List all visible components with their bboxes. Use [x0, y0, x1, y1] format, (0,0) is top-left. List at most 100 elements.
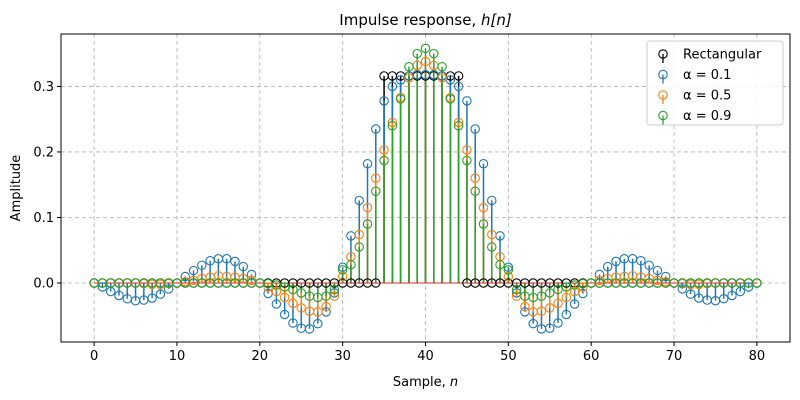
data-point [602, 261, 613, 272]
x-tick-label: 60 [583, 349, 600, 364]
legend-marker [658, 69, 668, 80]
x-axis-label: Sample, n [393, 375, 458, 390]
data-point [412, 48, 422, 59]
series-markers-3 [89, 43, 762, 303]
data-point [445, 94, 456, 104]
data-point [520, 301, 530, 312]
data-point [437, 73, 447, 83]
data-point [379, 145, 389, 155]
x-tick-label: 80 [749, 349, 766, 364]
data-point [503, 262, 514, 273]
data-point [644, 260, 654, 271]
data-point [429, 48, 439, 59]
data-point [346, 259, 356, 270]
data-point [718, 293, 729, 304]
data-point [279, 282, 290, 292]
data-point [371, 186, 381, 197]
data-point [561, 309, 572, 320]
data-point [163, 284, 174, 294]
data-point [487, 229, 497, 240]
data-point [313, 307, 323, 317]
data-point [362, 219, 373, 229]
data-point [155, 289, 166, 299]
data-point [395, 94, 406, 104]
data-point [743, 282, 754, 292]
legend-item: α = 0.5 [658, 89, 731, 104]
data-point [553, 318, 563, 328]
data-point [511, 284, 522, 295]
data-point [321, 301, 331, 312]
x-tick-label: 0 [90, 349, 98, 364]
data-point [230, 256, 240, 267]
x-axis-label-text: Sample, [393, 375, 450, 390]
x-tick-label: 70 [666, 349, 683, 364]
data-point [495, 259, 505, 270]
data-point [313, 318, 323, 329]
data-point [569, 299, 580, 309]
data-point [503, 265, 514, 275]
legend-label: α = 0.5 [683, 89, 731, 104]
axis-ticks: 0 10 20 30 40 50 60 70 80 0.0 0.1 0.2 0.3 [33, 80, 765, 364]
x-tick-label: 20 [252, 349, 269, 364]
data-point [470, 173, 480, 183]
data-point [288, 298, 298, 309]
data-point [677, 284, 688, 294]
data-point [371, 124, 381, 134]
data-point [752, 278, 762, 288]
legend-label: α = 0.9 [683, 109, 731, 124]
legend-box [646, 40, 784, 126]
data-point [321, 291, 331, 301]
data-point [288, 284, 298, 295]
data-point [470, 124, 480, 134]
data-point [114, 290, 124, 301]
data-point [362, 159, 373, 169]
stem-marks [89, 43, 762, 334]
data-point [462, 96, 472, 106]
data-point [288, 318, 298, 328]
data-point [354, 229, 364, 240]
data-point [387, 120, 398, 131]
data-point [246, 275, 257, 286]
legend-marker [658, 49, 668, 59]
data-point [553, 284, 563, 295]
chart-title: Impulse response, h[n] [339, 11, 512, 29]
data-point [420, 56, 431, 67]
legend-marker [658, 90, 668, 100]
data-point [462, 155, 472, 166]
data-point [180, 271, 191, 282]
y-tick-label: 0.0 [33, 277, 54, 292]
data-point [404, 73, 414, 83]
data-point [197, 260, 207, 271]
x-tick-label: 40 [417, 349, 434, 364]
data-point [536, 306, 547, 316]
data-point [487, 195, 497, 206]
x-tick-label: 30 [334, 349, 351, 364]
data-point [453, 120, 464, 131]
data-point [545, 303, 555, 313]
data-point [97, 282, 108, 292]
legend-label: α = 0.1 [683, 68, 731, 83]
data-point [420, 43, 431, 54]
data-point [379, 96, 389, 106]
legend-item: α = 0.9 [658, 109, 731, 125]
data-point [296, 303, 306, 313]
data-point [660, 271, 671, 282]
data-point [453, 117, 464, 128]
data-point [478, 159, 489, 169]
legend-item: Rectangular [658, 48, 762, 63]
data-point [279, 292, 290, 303]
data-point [304, 324, 315, 334]
data-point [238, 261, 249, 272]
data-point [221, 254, 232, 264]
data-point [188, 265, 199, 276]
data-point [511, 288, 522, 298]
series-markers-1 [89, 69, 762, 334]
data-point [462, 145, 472, 155]
data-point [379, 155, 389, 166]
x-axis-label-math: n [450, 375, 458, 390]
chart-title-text: Impulse response, [339, 11, 481, 29]
data-point [611, 256, 621, 267]
data-point [536, 291, 547, 301]
x-tick-label: 10 [169, 349, 186, 364]
